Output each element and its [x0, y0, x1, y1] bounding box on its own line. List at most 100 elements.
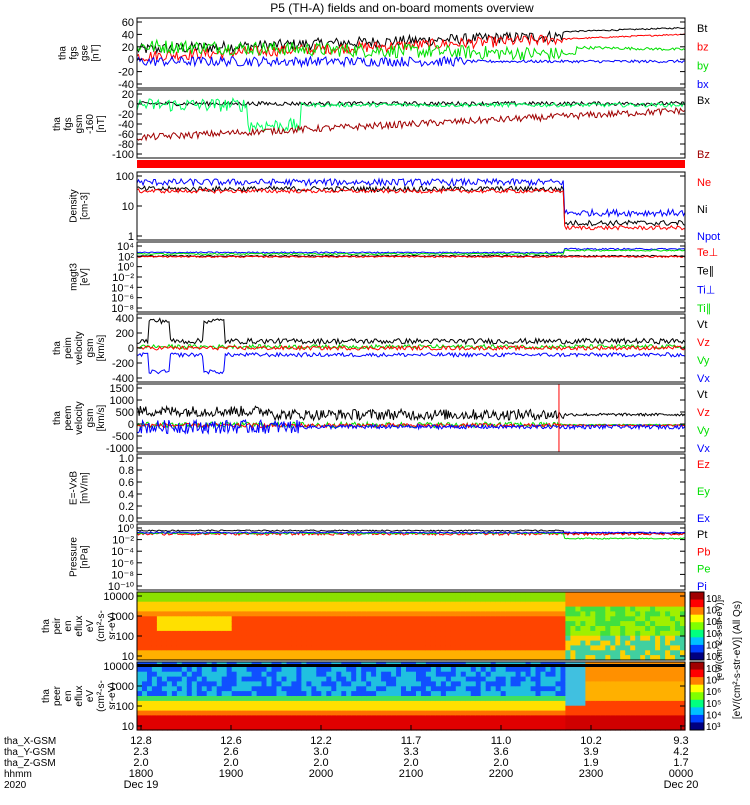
peer_spectrogram-cell: [421, 686, 427, 692]
peir_spectrogram-cell: [137, 650, 143, 656]
peer_spectrogram-cell: [196, 720, 203, 726]
peer_spectrogram-cell: [585, 681, 591, 687]
peir_spectrogram-cell: [196, 635, 203, 642]
peir_spectrogram-cell: [411, 611, 417, 617]
peer_spectrogram-cell: [361, 700, 367, 707]
peir_spectrogram-cell: [241, 596, 248, 603]
peer_spectrogram-cell: [221, 705, 228, 712]
peir_spectrogram-cell: [161, 626, 168, 632]
peir_spectrogram-cell: [445, 630, 452, 637]
peer_spectrogram-cell: [341, 696, 347, 702]
peer_spectrogram-cell: [475, 676, 482, 683]
peer_spectrogram-cell: [206, 710, 213, 717]
x-row-value: 2100: [399, 768, 423, 780]
peir_spectrogram-cell: [147, 630, 153, 637]
peer_spectrogram-cell: [555, 696, 562, 702]
peir_spectrogram-cell: [201, 616, 208, 622]
peir_spectrogram-cell: [321, 626, 327, 632]
peer_spectrogram-cell: [675, 710, 681, 717]
peer_spectrogram-cell: [276, 705, 283, 712]
peer_spectrogram-cell: [356, 691, 362, 697]
peir_spectrogram-cell: [386, 596, 392, 603]
peir_spectrogram-cell: [595, 606, 601, 613]
peer_spectrogram-cell: [485, 710, 492, 717]
peer_spectrogram-cell: [276, 710, 283, 717]
y-axis-label-line: tha: [58, 46, 69, 60]
peir_spectrogram-cell: [311, 635, 317, 642]
peir_spectrogram-cell: [585, 626, 591, 632]
peer_spectrogram-cell: [570, 686, 576, 692]
peir_spectrogram-cell: [545, 621, 552, 627]
peir_spectrogram-cell: [645, 645, 651, 651]
peir_spectrogram-cell: [430, 621, 437, 627]
peir_spectrogram-cell: [396, 650, 402, 656]
x-row-value: 0000: [669, 768, 693, 780]
peir_spectrogram-cell: [595, 650, 601, 656]
peir_spectrogram-cell: [560, 645, 567, 651]
peer_spectrogram-cell: [455, 666, 462, 673]
peir_spectrogram-cell: [670, 601, 676, 608]
peir_spectrogram-cell: [575, 655, 581, 661]
panel-frame: [136, 171, 686, 241]
peer_spectrogram-cell: [575, 691, 581, 697]
peer_spectrogram-cell: [450, 720, 457, 726]
peer_spectrogram-cell: [381, 681, 387, 687]
peir_spectrogram-cell: [590, 626, 596, 632]
peir_spectrogram-cell: [166, 640, 173, 647]
peir_spectrogram-cell: [296, 650, 302, 656]
peir_spectrogram-cell: [351, 655, 357, 661]
peer_spectrogram-cell: [535, 676, 542, 683]
peer_spectrogram-cell: [201, 725, 208, 731]
peir_spectrogram-cell: [181, 596, 188, 603]
peer_spectrogram-cell: [560, 715, 567, 721]
peer_spectrogram-cell: [206, 705, 213, 712]
peir_spectrogram-cell: [286, 616, 293, 622]
peir_spectrogram-cell: [376, 601, 382, 608]
peer_spectrogram-cell: [186, 671, 193, 678]
peir_spectrogram-cell: [326, 630, 332, 637]
peir_spectrogram-cell: [181, 616, 188, 622]
peir_spectrogram-cell: [450, 616, 457, 622]
peir_spectrogram-cell: [475, 596, 482, 603]
peir_spectrogram-cell: [620, 616, 626, 622]
peir_spectrogram-cell: [585, 616, 591, 622]
peir_spectrogram-cell: [176, 650, 183, 656]
peer_spectrogram-cell: [525, 720, 532, 726]
peir_spectrogram-cell: [660, 616, 666, 622]
peer_spectrogram-cell: [316, 696, 322, 702]
peir_spectrogram-cell: [406, 626, 412, 632]
peer_spectrogram-cell: [500, 686, 507, 692]
peer_spectrogram-cell: [286, 676, 293, 683]
peir_spectrogram-cell: [356, 640, 362, 647]
peir_spectrogram-cell: [226, 621, 233, 627]
peir_spectrogram-cell: [241, 601, 248, 608]
peir_spectrogram-cell: [550, 640, 557, 647]
peer_spectrogram-cell: [520, 691, 527, 697]
peer_spectrogram-cell: [231, 700, 238, 707]
peir_spectrogram-cell: [321, 592, 327, 598]
peir_spectrogram-cell: [236, 601, 243, 608]
peer_spectrogram-cell: [376, 686, 382, 692]
peir_spectrogram-cell: [196, 630, 203, 637]
peir_spectrogram-cell: [610, 616, 616, 622]
peir_spectrogram-cell: [475, 601, 482, 608]
peir_spectrogram-cell: [550, 635, 557, 642]
peir_spectrogram-cell: [575, 611, 581, 617]
peir_spectrogram-cell: [331, 601, 337, 608]
peir_spectrogram-cell: [540, 606, 547, 613]
peir_spectrogram-cell: [346, 606, 352, 613]
peir_spectrogram-cell: [620, 611, 626, 617]
peer_spectrogram-cell: [281, 715, 288, 721]
peer_spectrogram-cell: [421, 696, 427, 702]
peir_spectrogram-cell: [256, 601, 263, 608]
peir_spectrogram-cell: [490, 640, 497, 647]
peer_spectrogram-cell: [341, 681, 347, 687]
peir_spectrogram-cell: [176, 621, 183, 627]
peer_spectrogram-cell: [620, 671, 626, 678]
peer_spectrogram-cell: [595, 700, 601, 707]
peir_spectrogram-cell: [196, 640, 203, 647]
peir_spectrogram-cell: [236, 626, 243, 632]
peir_spectrogram-cell: [261, 630, 268, 637]
